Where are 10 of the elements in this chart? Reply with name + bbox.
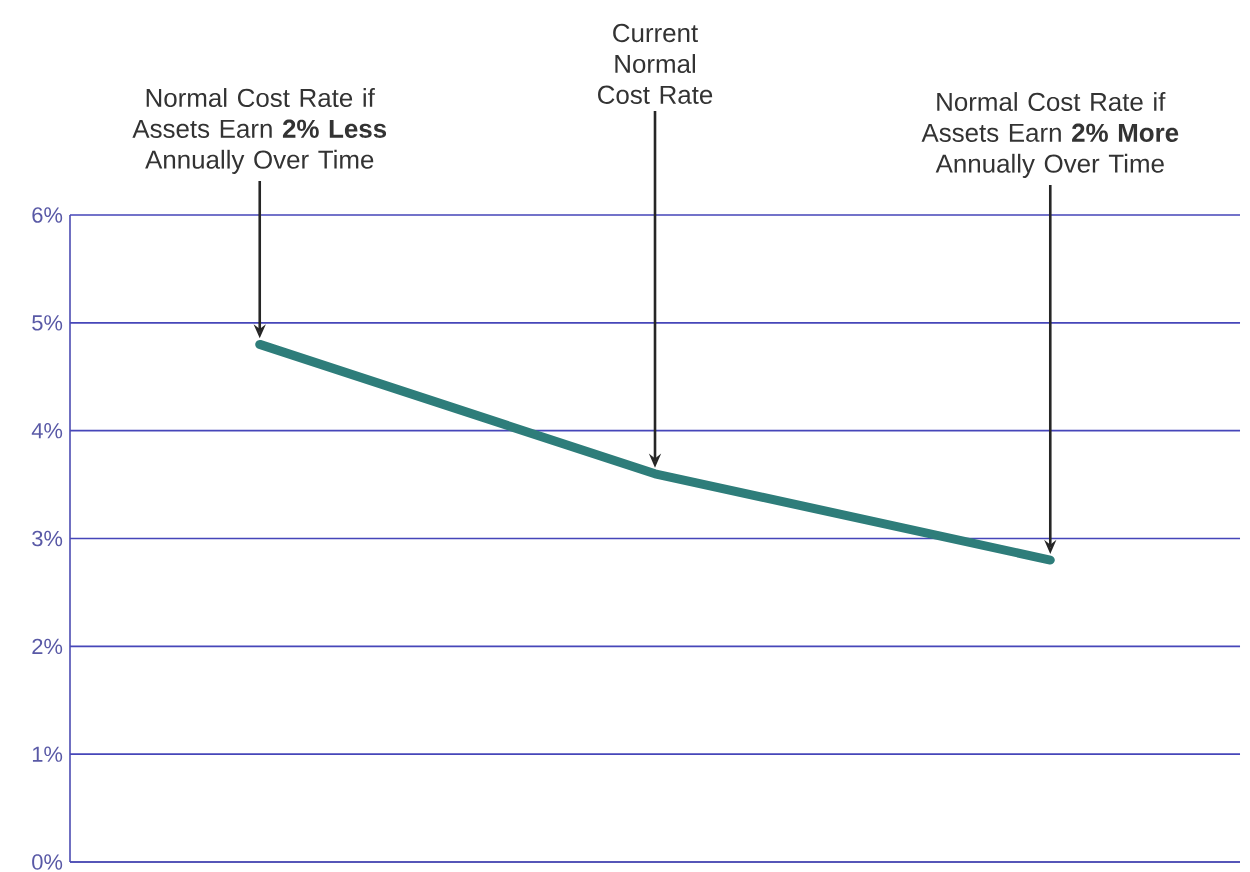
y-tick-label: 2% — [32, 638, 63, 655]
y-tick-label: 5% — [32, 315, 63, 331]
y-tick-label: 6% — [32, 207, 63, 223]
text: Current Normal Cost Rate — [598, 23, 713, 104]
text: Normal Cost Rate if Assets Earn 2% Less Annually Over Time — [132, 88, 387, 174]
text: Normal Cost Rate if Assets Earn 2% More Annually Over Time — [921, 92, 1179, 178]
y-tick-label: 0% — [32, 854, 63, 870]
y-tick-label: 3% — [32, 530, 63, 547]
y-tick-label: 4% — [31, 423, 63, 439]
y-tick-label: 1% — [32, 746, 63, 762]
